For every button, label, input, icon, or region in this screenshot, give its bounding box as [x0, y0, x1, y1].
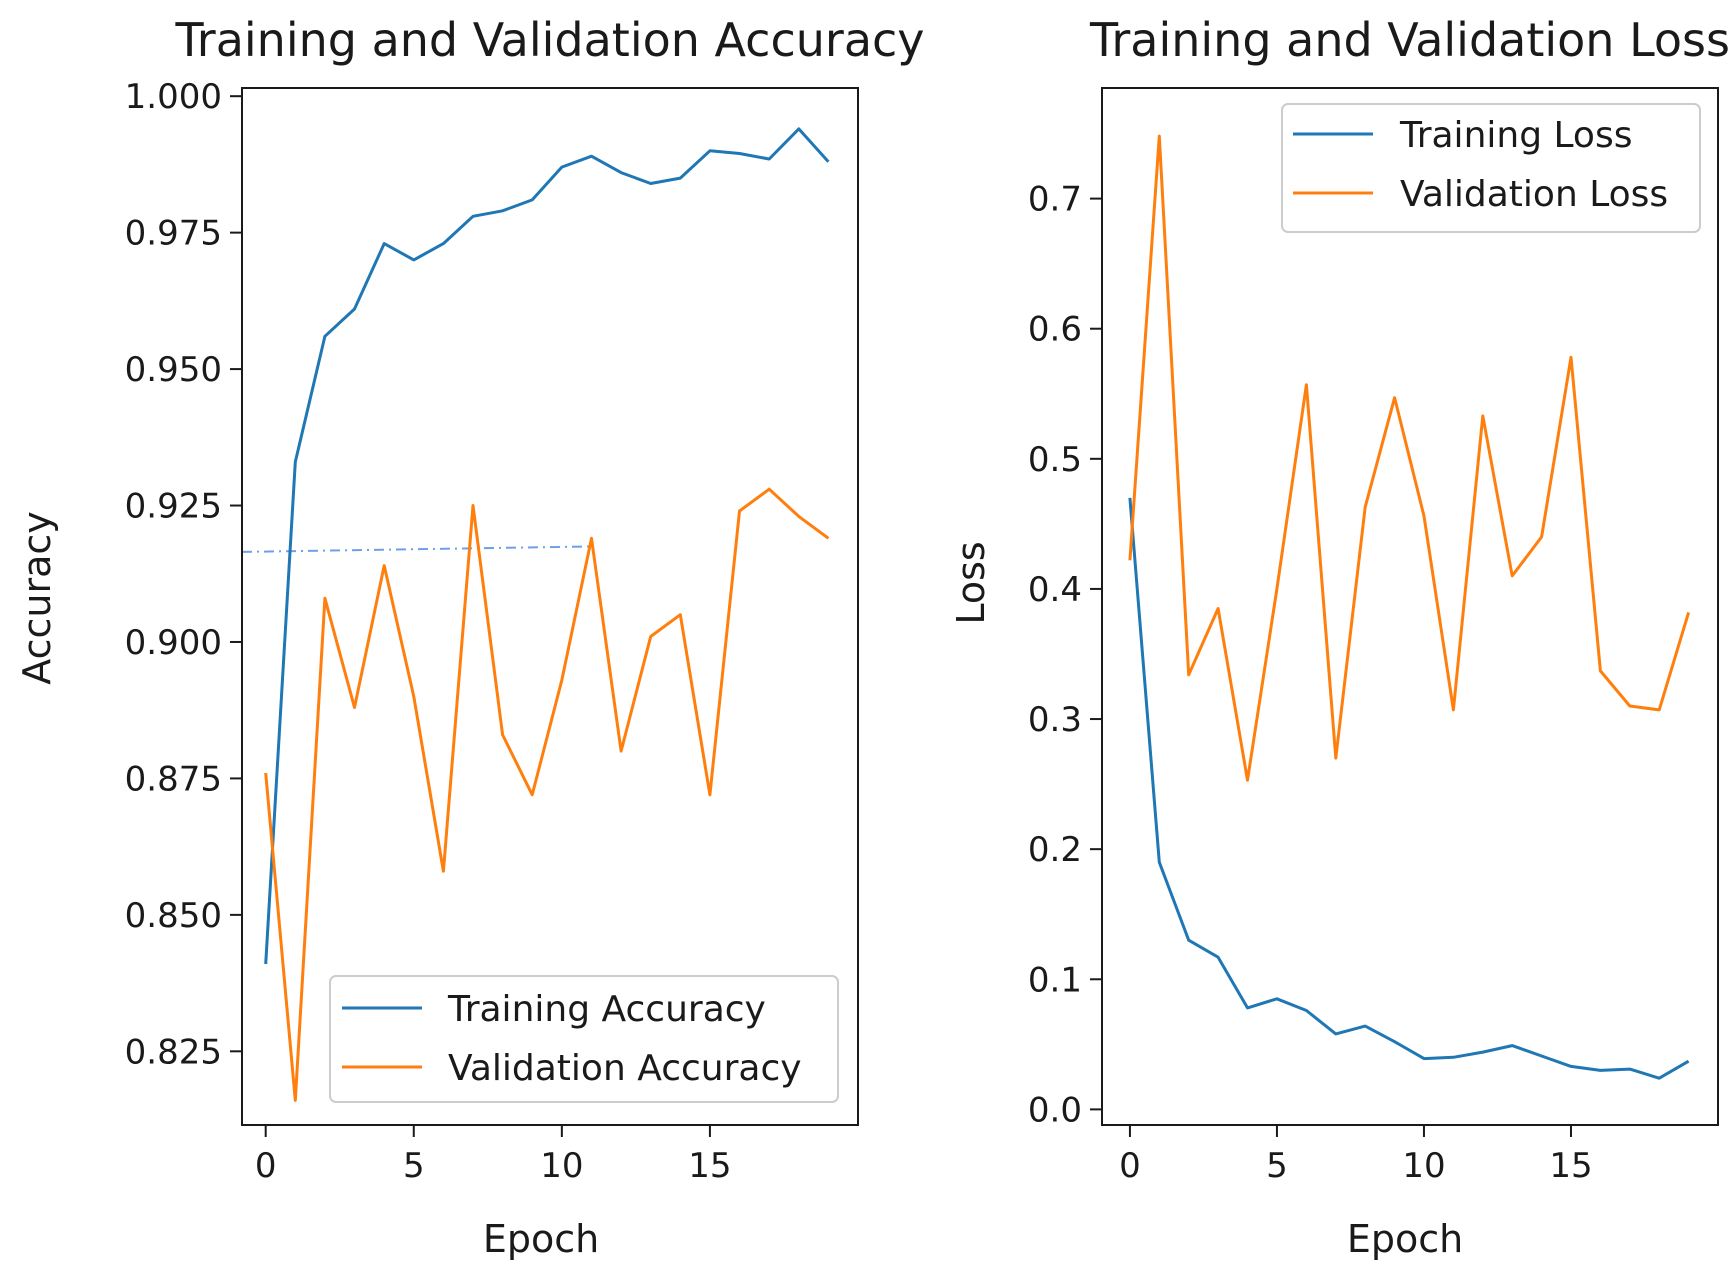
- accuracy-plot-frame: [241, 87, 859, 1126]
- loss-xtick-label: 0: [1119, 1146, 1141, 1186]
- accuracy-ytick-label: 0.825: [125, 1032, 222, 1072]
- accuracy-xtick-label: 0: [255, 1146, 277, 1186]
- loss-ytick-label: 0.7: [1028, 180, 1082, 220]
- loss-legend-training-label: Training Loss: [1399, 115, 1632, 156]
- loss-chart-title: Training and Validation Loss: [1089, 13, 1730, 67]
- loss-ytick-label: 0.5: [1028, 440, 1082, 480]
- loss-series-training-line: [1128, 497, 1690, 1080]
- accuracy-series-validation-line: [264, 487, 830, 1102]
- accuracy-legend-training-label: Training Accuracy: [447, 989, 766, 1030]
- loss-ytick-label: 0.4: [1028, 570, 1082, 610]
- accuracy-ytick-label: 0.875: [125, 759, 222, 799]
- loss-legend: Training Loss Validation Loss: [1281, 103, 1701, 233]
- accuracy-legend: Training Accuracy Validation Accuracy: [329, 975, 839, 1103]
- accuracy-reference-line: [241, 545, 592, 553]
- loss-chart: Training and Validation Loss Loss Epoch …: [949, 13, 1730, 1261]
- accuracy-chart-title: Training and Validation Accuracy: [174, 13, 924, 67]
- loss-ytick-label: 0.1: [1028, 960, 1082, 1000]
- accuracy-legend-validation-label: Validation Accuracy: [448, 1048, 802, 1089]
- accuracy-ytick-label: 0.975: [125, 214, 222, 254]
- accuracy-ytick-label: 0.850: [125, 896, 222, 936]
- accuracy-legend-frame: [329, 975, 839, 1103]
- accuracy-chart: Training and Validation Accuracy Accurac…: [15, 13, 925, 1261]
- loss-chart-xlabel: Epoch: [1347, 1217, 1463, 1261]
- accuracy-ytick-label: 0.900: [125, 623, 222, 663]
- loss-xtick-label: 15: [1549, 1146, 1592, 1186]
- accuracy-ytick-label: 0.925: [125, 487, 222, 527]
- loss-legend-frame: [1281, 103, 1701, 233]
- loss-ytick-label: 0.2: [1028, 830, 1082, 870]
- loss-ytick-label: 0.3: [1028, 700, 1082, 740]
- accuracy-xtick-label: 10: [540, 1146, 583, 1186]
- accuracy-chart-ylabel: Accuracy: [15, 511, 59, 685]
- loss-legend-validation-label: Validation Loss: [1400, 174, 1668, 215]
- accuracy-xtick-label: 15: [688, 1146, 731, 1186]
- loss-ytick-label: 0.6: [1028, 310, 1082, 350]
- accuracy-xtick-label: 5: [403, 1146, 425, 1186]
- accuracy-ytick-label: 0.950: [125, 350, 222, 390]
- accuracy-chart-xlabel: Epoch: [483, 1217, 599, 1261]
- loss-plot-frame: [1101, 87, 1719, 1126]
- loss-ytick-label: 0.0: [1028, 1090, 1082, 1130]
- loss-chart-ylabel: Loss: [949, 541, 993, 624]
- accuracy-series-training-line: [264, 127, 830, 965]
- loss-xtick-label: 5: [1266, 1146, 1288, 1186]
- loss-xtick-label: 10: [1402, 1146, 1445, 1186]
- accuracy-ytick-label: 1.000: [125, 77, 222, 117]
- loss-series-validation-line: [1128, 134, 1691, 782]
